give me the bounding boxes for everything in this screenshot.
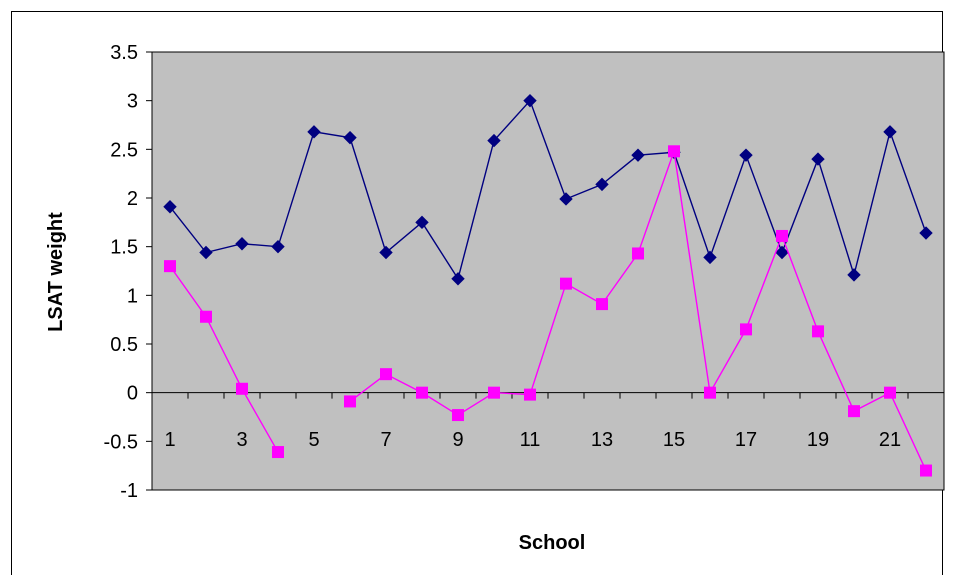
series-line — [169, 99, 927, 281]
x-tick-label: 7 — [380, 429, 391, 451]
y-tick-label: -1 — [120, 480, 138, 502]
data-point — [631, 148, 645, 162]
x-tick-label: 5 — [308, 429, 319, 451]
data-point — [199, 245, 213, 260]
data-point — [416, 386, 428, 399]
data-point — [811, 152, 825, 166]
data-point — [596, 298, 608, 311]
data-point — [560, 277, 572, 290]
data-point — [524, 388, 536, 401]
data-point — [379, 245, 393, 260]
data-point — [523, 93, 537, 108]
x-tick-label: 3 — [236, 429, 247, 451]
data-point — [163, 200, 177, 214]
data-point — [595, 177, 609, 192]
data-point — [668, 145, 680, 158]
data-point — [307, 125, 321, 139]
data-point — [884, 386, 896, 399]
x-tick-labels: 1 3 5 7 9 11 13 15 17 19 21 — [164, 429, 901, 451]
series-1 — [163, 93, 933, 286]
series-2 — [164, 145, 932, 477]
data-point — [343, 130, 357, 145]
x-tick-label: 17 — [735, 429, 757, 451]
x-tick-label: 9 — [452, 429, 463, 451]
data-point — [272, 446, 284, 459]
y-axis-title: LSAT weight — [45, 212, 67, 332]
data-point — [703, 250, 717, 265]
y-tick-label: 2.5 — [110, 139, 138, 161]
data-point — [452, 409, 464, 422]
data-point — [380, 368, 392, 381]
y-tick-label: 3.5 — [110, 42, 138, 64]
data-point — [883, 125, 897, 139]
data-point — [200, 310, 212, 323]
y-tick-labels: 3.5 3 2.5 2 1.5 1 0.5 0 -0.5 -1 — [104, 42, 138, 502]
data-point — [487, 133, 501, 148]
data-point — [559, 192, 573, 206]
y-tick-label: 2 — [127, 188, 138, 210]
data-point — [164, 260, 176, 273]
data-point — [920, 464, 932, 477]
data-point — [271, 239, 285, 254]
y-tick-label: 0 — [127, 383, 138, 405]
y-tick-label: 1 — [127, 285, 138, 307]
data-point — [632, 247, 644, 260]
data-point — [344, 395, 356, 408]
y-tick-label: 3 — [127, 91, 138, 113]
x-tick-label: 1 — [164, 429, 175, 451]
data-point — [704, 386, 716, 399]
y-tick-label: -0.5 — [104, 431, 138, 453]
data-point — [488, 386, 500, 399]
data-point — [775, 245, 789, 260]
data-point — [236, 382, 248, 395]
x-tick-label: 21 — [879, 429, 901, 451]
data-point — [235, 237, 249, 251]
x-axis-title: School — [519, 532, 586, 554]
data-point — [415, 215, 429, 230]
data-point — [740, 323, 752, 336]
x-tick-label: 19 — [807, 429, 829, 451]
data-point — [812, 325, 824, 338]
data-point — [847, 268, 861, 282]
data-point — [451, 272, 465, 286]
data-point — [776, 229, 788, 242]
axes — [146, 51, 945, 491]
x-tick-label: 15 — [663, 429, 685, 451]
plot-area — [151, 51, 945, 491]
y-tick-label: 1.5 — [110, 237, 138, 259]
series-line — [169, 265, 279, 453]
x-tick-label: 11 — [520, 429, 541, 451]
x-tick-label: 13 — [591, 429, 613, 451]
series-layer — [163, 93, 933, 477]
y-tick-label: 0.5 — [110, 334, 138, 356]
data-point — [919, 226, 933, 240]
data-point — [848, 405, 860, 418]
data-point — [739, 148, 753, 162]
